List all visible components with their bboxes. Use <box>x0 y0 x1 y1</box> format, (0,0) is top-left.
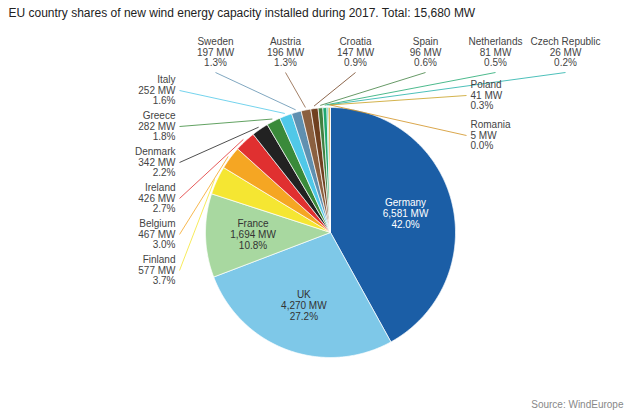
svg-text:Germany6,581 MW42.0%: Germany6,581 MW42.0% <box>383 197 429 230</box>
svg-text:Denmark342 MW2.2%: Denmark342 MW2.2% <box>135 146 177 178</box>
svg-text:Belgium467 MW3.0%: Belgium467 MW3.0% <box>138 218 176 250</box>
svg-text:Spain96 MW0.6%: Spain96 MW0.6% <box>410 36 442 68</box>
svg-text:Greece282 MW1.8%: Greece282 MW1.8% <box>138 110 176 142</box>
svg-text:Finland577 MW3.7%: Finland577 MW3.7% <box>138 254 176 286</box>
svg-text:Romania5 MW0.0%: Romania5 MW0.0% <box>471 119 511 151</box>
svg-text:France1,694 MW10.8%: France1,694 MW10.8% <box>230 218 276 251</box>
svg-text:Italy252 MW1.6%: Italy252 MW1.6% <box>138 74 176 106</box>
svg-text:Poland41 MW0.3%: Poland41 MW0.3% <box>471 79 503 111</box>
svg-text:EU country shares of new wind: EU country shares of new wind energy cap… <box>9 6 476 20</box>
svg-text:Sweden197 MW1.3%: Sweden197 MW1.3% <box>197 36 235 68</box>
svg-text:Croatia147 MW0.9%: Croatia147 MW0.9% <box>337 36 375 68</box>
svg-text:Austria196 MW1.3%: Austria196 MW1.3% <box>267 36 305 68</box>
svg-text:UK4,270 MW27.2%: UK4,270 MW27.2% <box>281 289 327 322</box>
svg-text:Netherlands81 MW0.5%: Netherlands81 MW0.5% <box>469 36 523 68</box>
svg-text:Source: WindEurope: Source: WindEurope <box>531 399 624 410</box>
svg-text:Czech Republic26 MW0.2%: Czech Republic26 MW0.2% <box>530 36 600 68</box>
svg-text:Ireland426 MW2.7%: Ireland426 MW2.7% <box>138 182 176 214</box>
